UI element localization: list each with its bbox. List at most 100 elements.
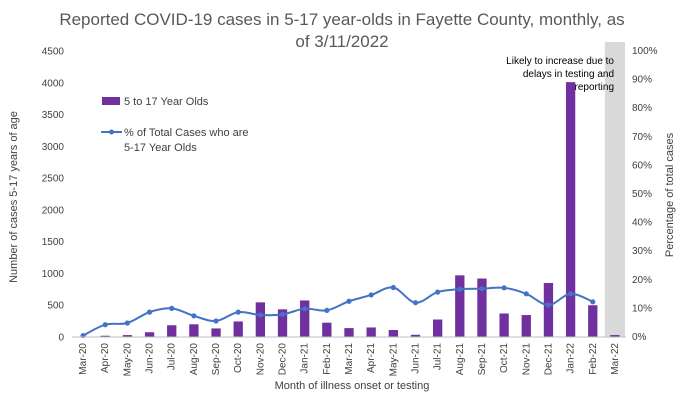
bar-Sep-21 (477, 278, 487, 337)
x-tick-Aug-21: Aug-21 (455, 343, 466, 376)
line-point-Oct-21 (501, 285, 507, 291)
y-tick-4000: 4000 (42, 78, 65, 89)
bar-Aug-20 (189, 324, 199, 337)
x-axis: Mar-20 Apr-20 May-20 Jun-20 Jul-20 Aug-20 Sep-… (78, 343, 621, 377)
x-tick-Feb-21: Feb-21 (322, 343, 333, 375)
bar-Feb-22 (588, 305, 598, 337)
bar-Jul-21 (432, 319, 443, 337)
annotation-line-1: Likely to increase due to (506, 56, 614, 67)
x-tick-Mar-21: Mar-21 (344, 343, 355, 375)
shaded-region (604, 42, 625, 337)
y2-tick-50%: 50% (632, 189, 652, 200)
x-tick-Oct-21: Oct-21 (499, 343, 510, 373)
x-tick-Oct-20: Oct-20 (233, 343, 244, 373)
legend-bar-label: 5 to 17 Year Olds (124, 96, 209, 108)
y2-tick-100%: 100% (632, 46, 658, 57)
legend-line-marker (109, 129, 114, 135)
y2-tick-90%: 90% (632, 75, 652, 86)
x-tick-Feb-22: Feb-22 (588, 343, 599, 375)
legend-line-label-1: % of Total Cases who are (124, 127, 249, 139)
x-tick-Apr-21: Apr-21 (366, 343, 377, 373)
bar-series (78, 82, 620, 337)
chart-title: Reported COVID-19 cases in 5-17 year-old… (59, 10, 624, 51)
line-series (80, 284, 596, 339)
bar-Dec-20 (277, 309, 288, 337)
x-axis-label: Month of illness onset or testing (275, 380, 430, 392)
line-path (82, 286, 594, 337)
bar-May-21 (388, 330, 398, 337)
bar-Aug-21 (455, 275, 465, 337)
x-tick-Jan-21: Jan-21 (300, 343, 311, 374)
line-point-Dec-21 (545, 302, 552, 308)
line-point-Apr-21 (368, 292, 374, 298)
bar-Dec-21 (543, 282, 554, 337)
line-point-Sep-20 (213, 318, 219, 324)
x-tick-Sep-21: Sep-21 (477, 343, 488, 376)
y-tick-0: 0 (58, 333, 64, 344)
line-point-Nov-20 (257, 312, 263, 318)
line-point-Jul-21 (435, 289, 441, 295)
y-axis-right: 0% 10% 20% 30% 40% 50% 60% 70% 80% 90% 100% (632, 46, 658, 343)
bar-Jan-22 (565, 82, 576, 337)
y-tick-2000: 2000 (42, 205, 65, 216)
x-tick-Jul-20: Jul-20 (167, 343, 178, 371)
line-point-Aug-20 (191, 313, 197, 319)
x-tick-Apr-20: Apr-20 (100, 343, 111, 373)
y2-tick-0%: 0% (632, 332, 647, 343)
x-tick-Dec-21: Dec-21 (543, 343, 554, 376)
annotation-line-2: delays in testing and (523, 69, 614, 80)
annotation-line-3: reporting (575, 82, 614, 93)
line-point-Jan-22 (568, 291, 574, 297)
bar-Mar-22 (610, 335, 620, 337)
line-point-Aug-21 (457, 286, 463, 292)
x-tick-Aug-20: Aug-20 (189, 343, 200, 376)
bar-Jun-20 (144, 332, 155, 337)
bar-Jun-21 (410, 334, 421, 337)
y2-tick-70%: 70% (632, 132, 652, 143)
bar-Apr-20 (100, 335, 110, 337)
line-point-Nov-21 (523, 291, 529, 297)
y-axis-right-label: Percentage of total cases (664, 132, 676, 257)
y-tick-1500: 1500 (42, 237, 65, 248)
bar-May-20 (122, 335, 133, 337)
bar-Oct-21 (499, 313, 509, 337)
line-point-Jun-20 (146, 309, 153, 315)
x-tick-Mar-20: Mar-20 (78, 343, 89, 375)
y-tick-3000: 3000 (42, 142, 65, 153)
y-tick-1000: 1000 (42, 269, 65, 280)
line-point-Jan-21 (302, 306, 308, 312)
line-point-Jun-21 (412, 300, 419, 306)
line-point-May-20 (124, 320, 130, 326)
y2-tick-20%: 20% (632, 275, 652, 286)
line-point-Dec-20 (279, 311, 286, 318)
x-tick-May-20: May-20 (122, 343, 133, 377)
bar-Apr-21 (366, 327, 376, 337)
y2-tick-60%: 60% (632, 160, 652, 171)
x-tick-Mar-22: Mar-22 (610, 343, 621, 375)
x-tick-May-21: May-21 (388, 343, 399, 377)
legend-line-label-2: 5-17 Year Olds (124, 142, 197, 154)
x-tick-Sep-20: Sep-20 (211, 343, 222, 376)
line-point-Sep-21 (479, 286, 485, 292)
y-tick-4500: 4500 (42, 47, 65, 58)
legend-bar-swatch (102, 97, 120, 105)
bar-Jan-21 (300, 300, 310, 337)
annotation: Likely to increase due to delays in test… (506, 56, 614, 93)
bar-Sep-20 (211, 328, 221, 337)
x-tick-Jul-21: Jul-21 (433, 343, 444, 371)
x-tick-Nov-21: Nov-21 (521, 343, 532, 376)
x-tick-Dec-20: Dec-20 (278, 343, 289, 376)
y-axis-left: 0 500 1000 1500 2000 2500 3000 3500 4000 4500 (42, 47, 65, 344)
bar-Oct-20 (233, 321, 243, 337)
x-tick-Jun-21: Jun-21 (410, 343, 421, 374)
bar-Jul-20 (167, 325, 177, 337)
bar-Mar-21 (344, 328, 354, 337)
y2-tick-40%: 40% (632, 218, 652, 229)
bar-Feb-21 (322, 322, 332, 337)
bar-Nov-21 (521, 315, 531, 337)
shaded-region-group (604, 42, 625, 337)
y2-tick-10%: 10% (632, 303, 652, 314)
line-point-Jul-20 (169, 305, 175, 311)
